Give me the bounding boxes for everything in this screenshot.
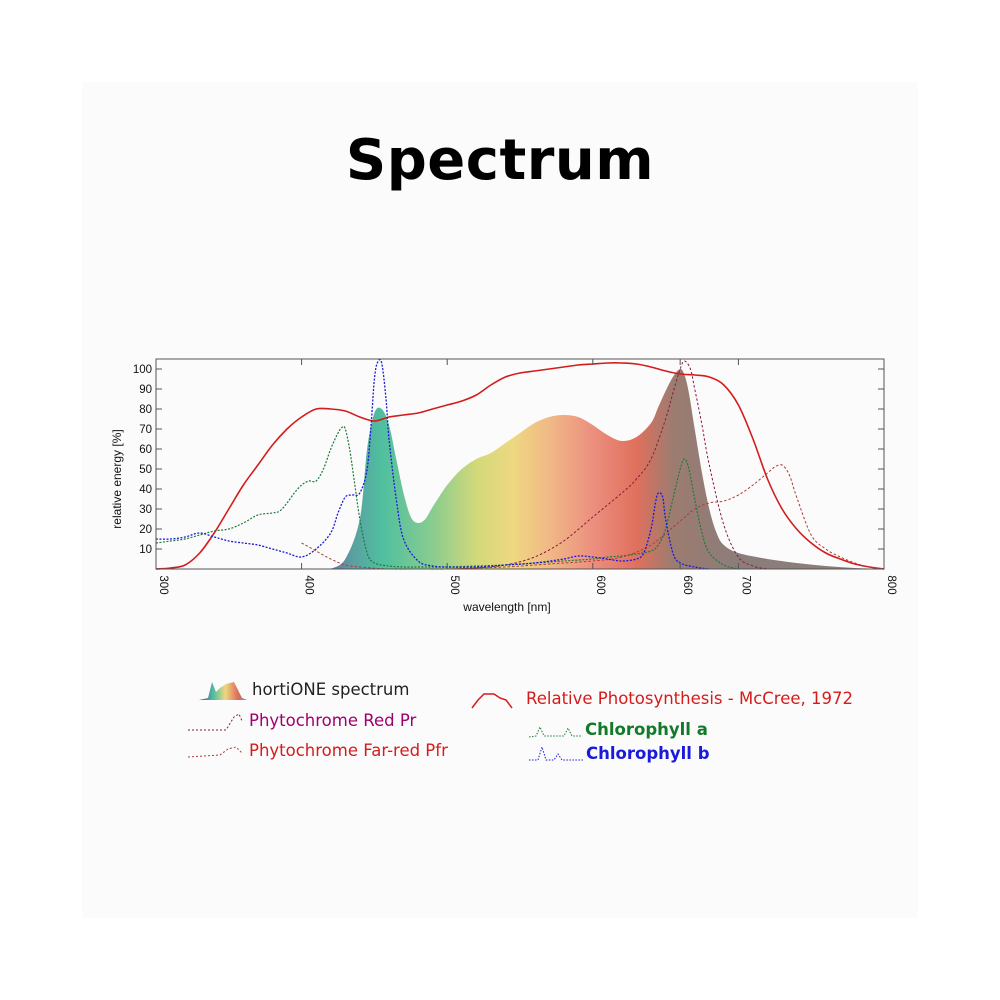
page-title: Spectrum bbox=[345, 128, 655, 193]
x-tick-label: 800 bbox=[885, 575, 897, 594]
phytochrome-red-curve bbox=[447, 360, 768, 570]
legend-chlorophyll-a: Chlorophyll a bbox=[528, 718, 728, 742]
series-layer bbox=[155, 359, 885, 570]
y-axis-title: relative energy [%] bbox=[110, 429, 124, 528]
y-tick-label: 30 bbox=[139, 504, 152, 516]
solid-curve-icon bbox=[471, 693, 513, 709]
gradient-spectrum-icon bbox=[199, 682, 247, 700]
y-tick-label: 10 bbox=[139, 544, 152, 556]
x-tick-label: 300 bbox=[157, 575, 169, 594]
legend-label-chlorophyll-a: Chlorophyll a bbox=[585, 720, 708, 739]
x-tick-label: 600 bbox=[594, 575, 606, 594]
legend-red-pr: Phytochrome Red Pr bbox=[186, 709, 446, 733]
legend-label-chlorophyll-b: Chlorophyll b bbox=[586, 744, 710, 763]
plot-frame bbox=[155, 358, 885, 570]
legend-far-red-pfr: Phytochrome Far-red Pfr bbox=[186, 739, 466, 763]
x-axis-title: wavelength [nm] bbox=[462, 600, 550, 614]
y-tick-label: 100 bbox=[133, 364, 152, 376]
legend-label-red-pr: Phytochrome Red Pr bbox=[249, 711, 417, 730]
legend-label-far-red-pfr: Phytochrome Far-red Pfr bbox=[249, 741, 448, 760]
y-tick-label: 40 bbox=[139, 484, 152, 496]
x-tick-label: 500 bbox=[448, 575, 460, 594]
dashed-peak-icon bbox=[187, 746, 243, 758]
x-tick-label: 700 bbox=[739, 575, 751, 594]
y-tick-label: 70 bbox=[139, 424, 152, 436]
y-tick-label: 60 bbox=[139, 444, 152, 456]
y-tick-label: 80 bbox=[139, 404, 152, 416]
dotted-peaks-icon bbox=[529, 745, 584, 761]
x-tick-label: 660 bbox=[681, 575, 693, 594]
legend-chlorophyll-b: Chlorophyll b bbox=[528, 742, 728, 766]
y-tick-label: 90 bbox=[139, 384, 152, 396]
legend-label-hortione: hortiONE spectrum bbox=[252, 680, 410, 699]
y-tick-label: 20 bbox=[139, 524, 152, 536]
x-tick-label: 400 bbox=[303, 575, 315, 594]
legend-label-photosynthesis: Relative Photosynthesis - McCree, 1972 bbox=[526, 689, 854, 708]
legend-hortione: hortiONE spectrum bbox=[198, 678, 438, 702]
dashed-peak-icon bbox=[188, 713, 243, 731]
dotted-peaks-icon bbox=[528, 725, 582, 738]
ticks-layer: 10 20 30 40 50 60 70 80 90 100 300 400 500 600 660 700 8… bbox=[133, 359, 897, 595]
chlorophyll-a-curve bbox=[155, 425, 739, 570]
hortione-spectrum-area bbox=[330, 368, 884, 569]
y-tick-label: 50 bbox=[139, 464, 152, 476]
photosynthesis-curve bbox=[155, 362, 885, 570]
legend-photosynthesis: Relative Photosynthesis - McCree, 1972 bbox=[470, 688, 870, 712]
chlorophyll-b-curve bbox=[155, 359, 710, 570]
